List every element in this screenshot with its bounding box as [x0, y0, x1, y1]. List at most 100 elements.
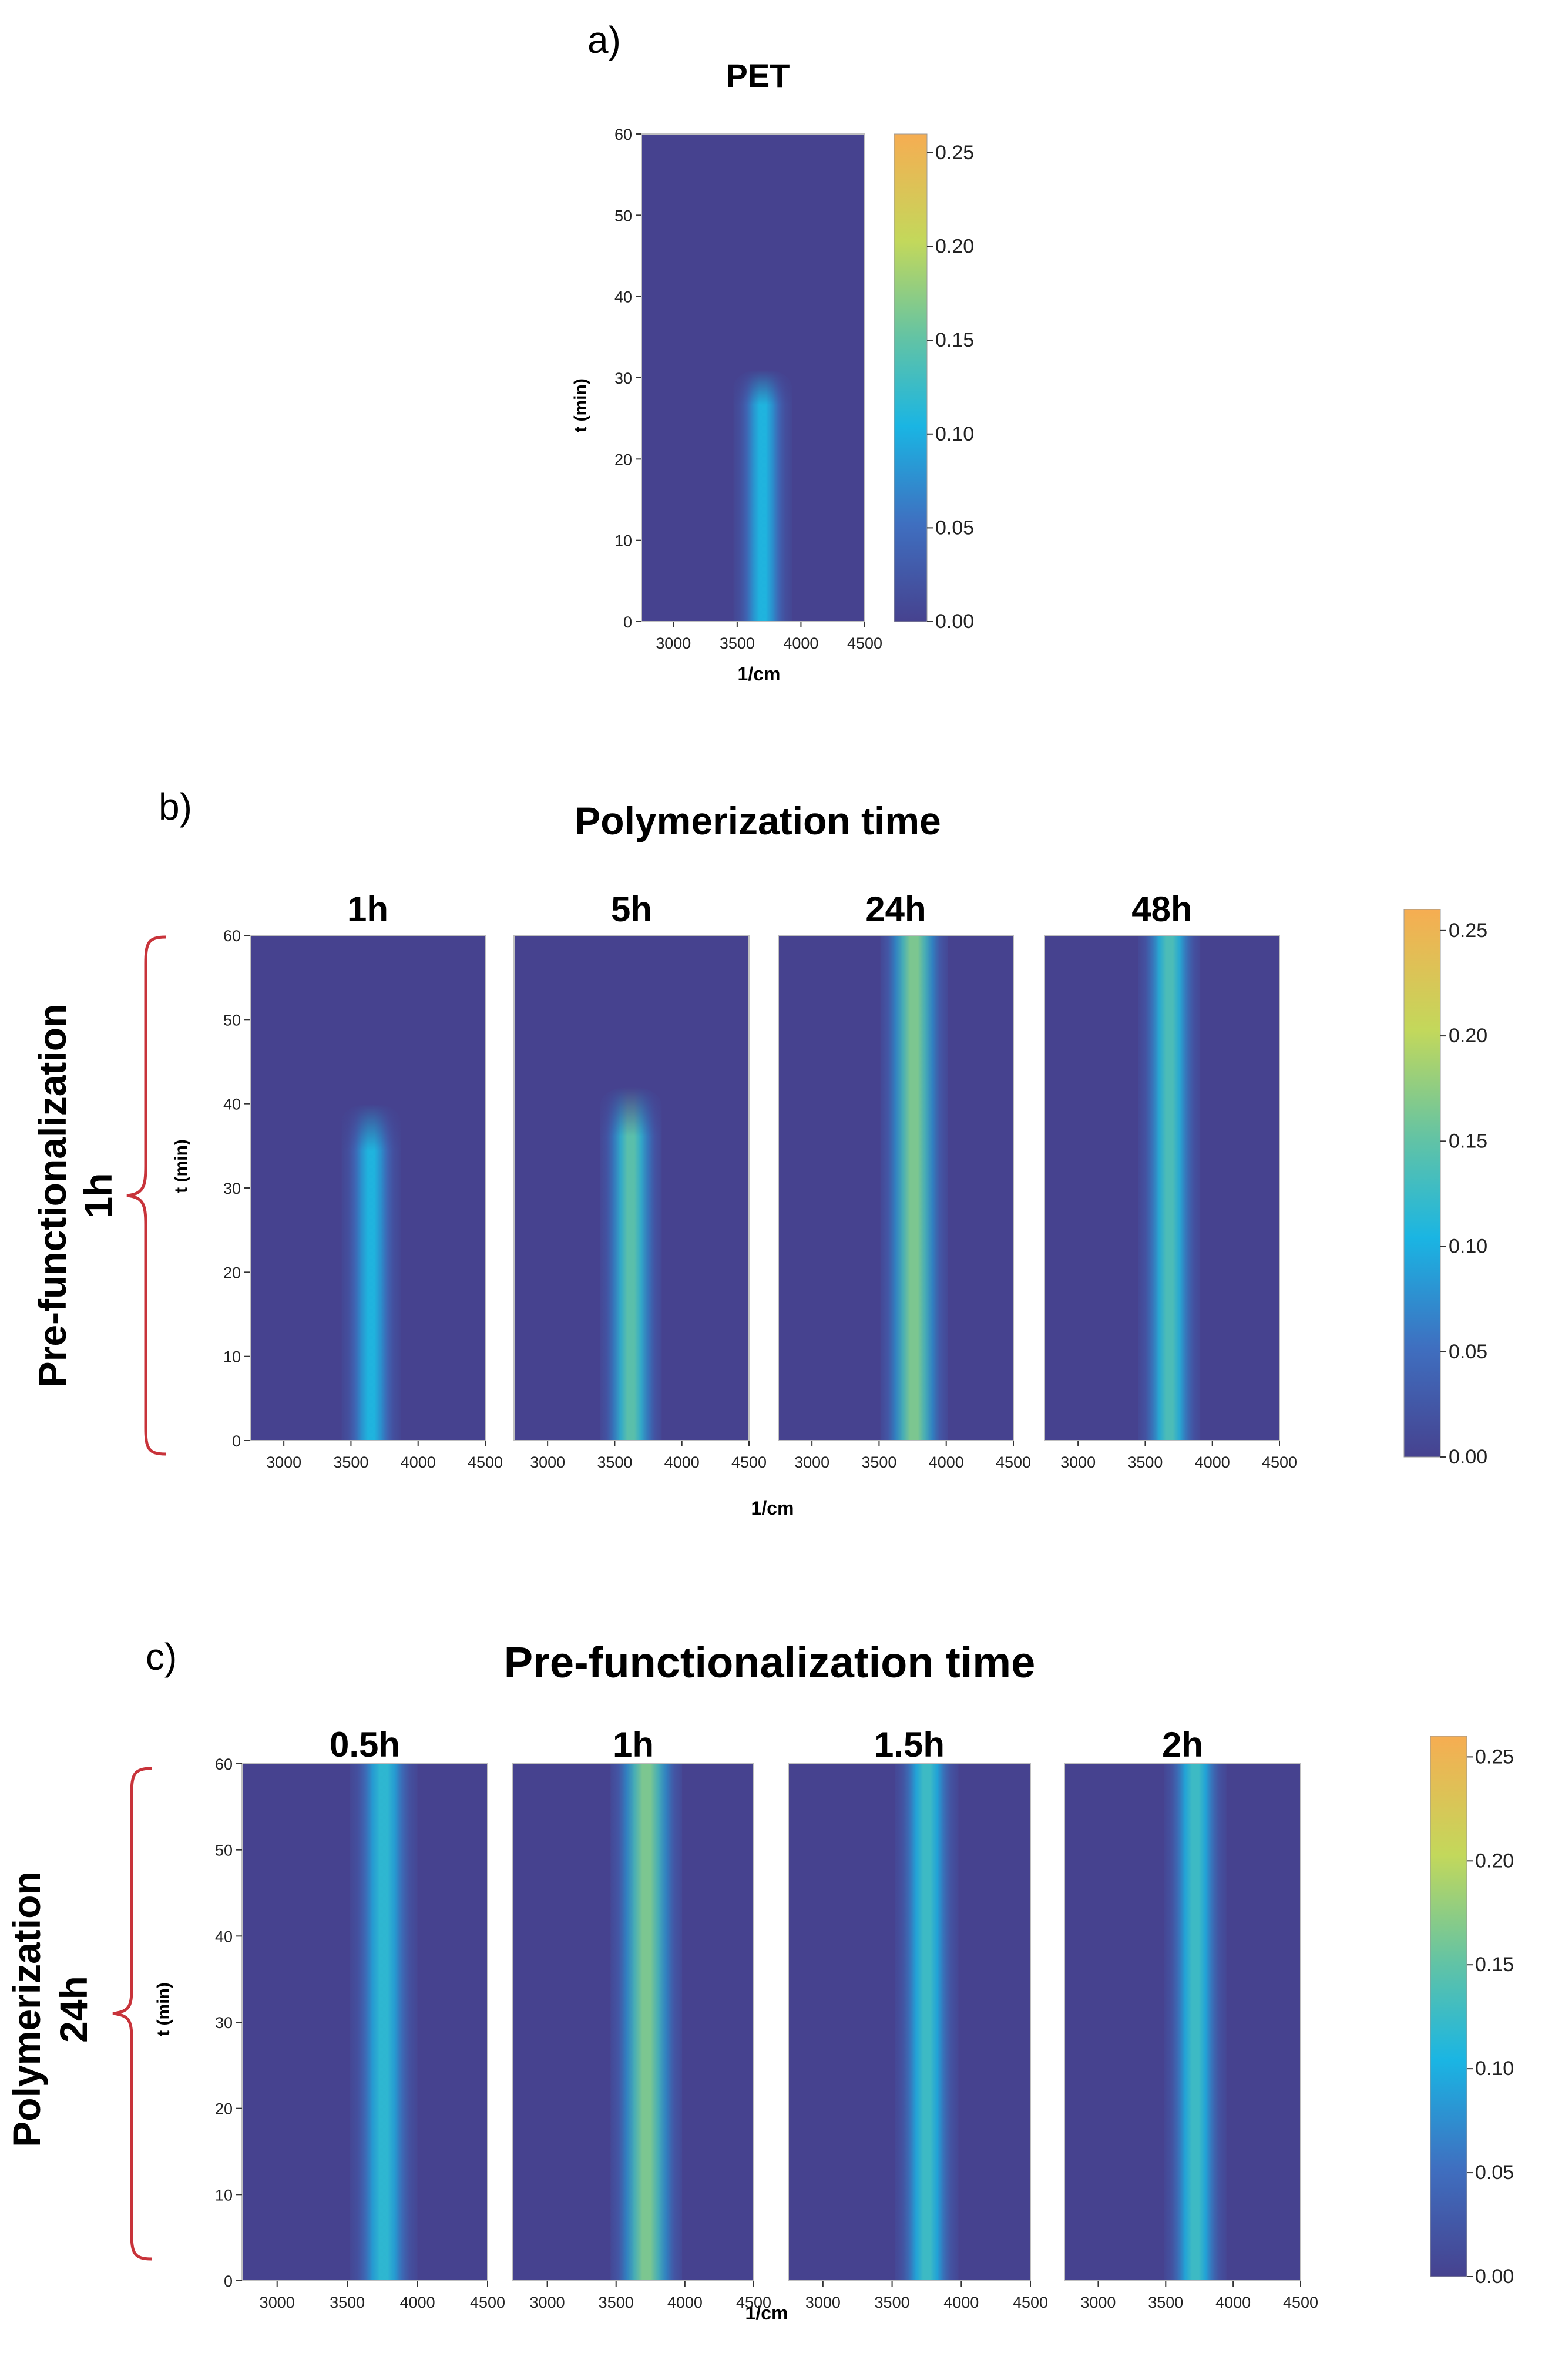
panel-b-side-label-line2: 1h	[76, 1173, 120, 1218]
x-tick-label: 4000	[929, 1453, 964, 1471]
y-tick-label: 20	[215, 2100, 233, 2118]
x-tick-label: 4500	[468, 1453, 503, 1471]
y-tick-label: 10	[223, 1348, 241, 1366]
heatmap-c-1.5h: 1.5h3000 3500 4000 4500	[788, 1725, 1048, 2311]
y-tick-label: 20	[614, 451, 632, 468]
heatmap-b-24h: 24h 3000 3500 4000 4500	[778, 889, 1031, 1471]
colorbar-tick-label: 0.05	[1449, 1341, 1487, 1363]
x-tick-label: 4000	[664, 1453, 700, 1471]
y-tick-label: 30	[215, 2014, 233, 2032]
x-tick-label: 4000	[783, 635, 818, 652]
x-tick-label: 4500	[1013, 2294, 1048, 2311]
x-tick-label: 4500	[731, 1453, 767, 1471]
y-tick-label: 50	[223, 1011, 241, 1029]
colorbar-tick-label: 0.20	[1449, 1025, 1487, 1047]
heatmap-b-1h: 1h3000 3500 4000 45000102030405060	[223, 889, 503, 1471]
heatmap-band	[600, 1087, 661, 1441]
x-tick-label: 3000	[530, 2294, 565, 2311]
panel-c-bracket	[113, 1768, 152, 2259]
heatmap-title: 0.5h	[330, 1725, 400, 1764]
colorbar-tick-label: 0.05	[935, 516, 974, 539]
heatmap-panels: 3000 3500 4000 4500 0 10 20 30 40 50 60 1h 3000 3500 4…	[215, 126, 1318, 2311]
colorbar-scale	[1404, 909, 1440, 1457]
colorbar-tick-label: 0.10	[1449, 1236, 1487, 1258]
colorbar-scale	[1430, 1736, 1467, 2277]
y-tick-label: 60	[215, 1755, 233, 1773]
y-tick-label: 60	[614, 126, 632, 143]
x-tick-label: 4000	[401, 1453, 436, 1471]
panel-c-letter: c)	[146, 1636, 177, 1678]
colorbar-tick-label: 0.00	[1449, 1446, 1487, 1468]
y-tick-label: 40	[215, 1928, 233, 1945]
colorbar-tick-label: 0.20	[935, 236, 974, 258]
colorbar-cb-b: 0.00 0.05 0.10 0.15 0.20 0.25	[1404, 909, 1487, 1468]
x-tick-label: 3500	[1148, 2294, 1183, 2311]
panel-a-title: PET	[726, 57, 790, 94]
panel-b-bracket	[127, 937, 166, 1454]
x-tick-label: 4000	[1195, 1453, 1230, 1471]
y-tick-label: 40	[223, 1096, 241, 1113]
y-tick-label: 30	[614, 370, 632, 387]
panel-c-ylabel: t (min)	[154, 1982, 173, 2036]
colorbar-cb-c: 0.00 0.05 0.10 0.15 0.20 0.25	[1430, 1736, 1514, 2288]
heatmap-title: 48h	[1131, 889, 1192, 929]
x-tick-label: 4500	[736, 2294, 771, 2311]
heatmap-title: 2h	[1162, 1725, 1203, 1764]
heatmap-c-2h: 2h3000 3500 4000 4500	[1064, 1725, 1318, 2311]
panel-c-side-label-line1: Polymerization	[5, 1871, 48, 2147]
panel-a-ylabel: t (min)	[571, 378, 590, 432]
heatmap-c-1h: 1h 3000 3500 4000 4500	[513, 1725, 771, 2311]
x-tick-label: 3000	[260, 2294, 295, 2311]
heatmap-title: 5h	[611, 889, 652, 929]
heatmap-band	[881, 935, 948, 1441]
colorbar-tick-label: 0.10	[1475, 2057, 1514, 2080]
panel-b-letter: b)	[159, 785, 192, 828]
x-tick-label: 4500	[470, 2294, 505, 2311]
y-tick-label: 0	[224, 2272, 233, 2290]
x-tick-label: 4000	[400, 2294, 435, 2311]
colorbar-tick-label: 0.15	[935, 329, 974, 351]
heatmap-title: 1h	[613, 1725, 654, 1764]
x-tick-label: 3000	[530, 1453, 565, 1471]
colorbar-tick-label: 0.25	[1449, 919, 1487, 942]
x-tick-label: 3000	[656, 635, 691, 652]
y-tick-label: 20	[223, 1264, 241, 1281]
x-tick-label: 3000	[266, 1453, 301, 1471]
heatmap-b-48h: 48h 3000 3500 4000 4500	[1044, 889, 1297, 1471]
figure: a) PET b) Polymerization time c) Pre-fun…	[0, 0, 1545, 2380]
colorbar-tick-label: 0.00	[1475, 2265, 1514, 2288]
y-tick-label: 60	[223, 927, 241, 945]
colorbar-tick-label: 0.00	[935, 610, 974, 633]
x-tick-label: 3000	[794, 1453, 829, 1471]
heatmap-band	[610, 1764, 682, 2281]
x-tick-label: 4500	[996, 1453, 1031, 1471]
panel-c-side-label: Polymerization 24h	[5, 1871, 95, 2147]
y-tick-label: 10	[614, 532, 632, 550]
x-tick-label: 4000	[1215, 2294, 1251, 2311]
colorbar-tick-label: 0.10	[935, 423, 974, 445]
heatmap-title: 1h	[347, 889, 388, 929]
heatmap-title: 24h	[865, 889, 926, 929]
y-tick-label: 50	[614, 207, 632, 224]
y-tick-label: 50	[215, 1842, 233, 1859]
heatmap-band	[895, 1764, 958, 2281]
y-tick-label: 30	[223, 1180, 241, 1197]
x-tick-label: 3500	[333, 1453, 368, 1471]
heatmap-band	[1138, 935, 1200, 1441]
x-tick-label: 3500	[1127, 1453, 1163, 1471]
heatmap-title: 1.5h	[874, 1725, 945, 1764]
x-tick-label: 3500	[599, 2294, 634, 2311]
y-tick-label: 0	[623, 613, 632, 631]
panel-b-side-label-line1: Pre-functionalization	[31, 1004, 74, 1388]
panel-b-title: Polymerization time	[575, 799, 941, 842]
heatmap-c-0.5h: 0.5h3000 3500 4000 45000102030405060	[215, 1725, 505, 2311]
panel-a-letter: a)	[587, 19, 621, 61]
panel-b-xlabel: 1/cm	[751, 1498, 794, 1519]
y-tick-label: 10	[215, 2186, 233, 2204]
x-tick-label: 4000	[667, 2294, 703, 2311]
panel-b-ylabel: t (min)	[172, 1139, 191, 1193]
x-tick-label: 3500	[875, 2294, 910, 2311]
panel-a-xlabel: 1/cm	[738, 663, 781, 684]
colorbar-tick-label: 0.15	[1475, 1953, 1514, 1976]
colorbar-tick-label: 0.25	[935, 142, 974, 164]
